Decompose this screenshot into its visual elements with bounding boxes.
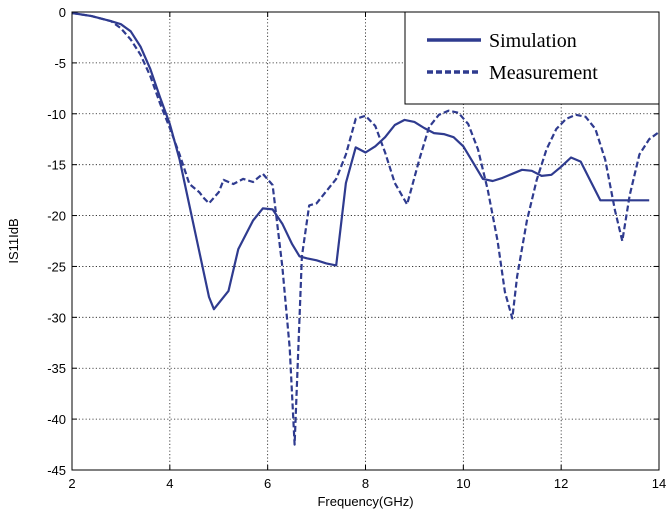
x-tick-label: 8 bbox=[362, 476, 369, 491]
series-line-simulation bbox=[71, 11, 650, 311]
x-tick-label: 2 bbox=[68, 476, 75, 491]
x-tick-label: 10 bbox=[456, 476, 470, 491]
y-tick-label: -10 bbox=[47, 107, 66, 122]
legend-label-measurement: Measurement bbox=[489, 62, 598, 84]
x-tick-label: 14 bbox=[652, 476, 666, 491]
legend-label-simulation: Simulation bbox=[489, 30, 577, 52]
x-tick-label: 12 bbox=[554, 476, 568, 491]
tick-labels: 2 4 6 8 10 12 14 0 -5 -10 -15 -20 -25 -30 -35 -40 -45 bbox=[47, 5, 666, 491]
y-tick-label: -45 bbox=[47, 463, 66, 478]
x-axis-label: Frequency(GHz) bbox=[317, 494, 413, 509]
y-tick-label: -35 bbox=[47, 361, 66, 376]
series-line-measurement bbox=[71, 11, 660, 446]
legend: Simulation Measurement bbox=[404, 11, 660, 105]
y-tick-label: -25 bbox=[47, 259, 66, 274]
y-axis-label: IS11IdB bbox=[6, 218, 21, 263]
x-tick-label: 6 bbox=[264, 476, 271, 491]
y-tick-label: -40 bbox=[47, 412, 66, 427]
grid bbox=[72, 12, 659, 470]
y-tick-label: -15 bbox=[47, 158, 66, 173]
x-tick-label: 4 bbox=[166, 476, 173, 491]
legend-box bbox=[404, 11, 660, 105]
y-tick-label: 0 bbox=[59, 5, 66, 20]
y-tick-label: -20 bbox=[47, 209, 66, 224]
series-layer bbox=[71, 11, 660, 446]
y-tick-label: -5 bbox=[54, 56, 66, 71]
y-tick-label: -30 bbox=[47, 310, 66, 325]
